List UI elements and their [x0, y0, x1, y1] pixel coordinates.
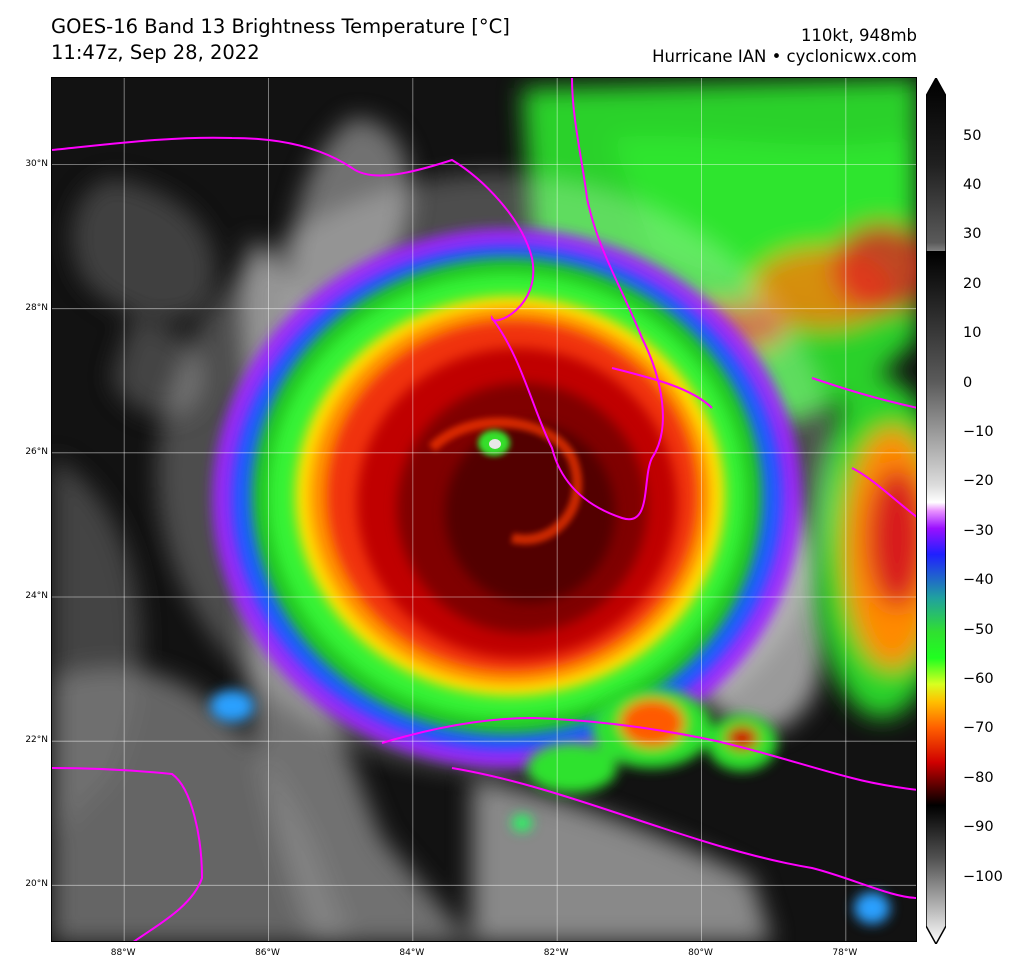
- lon-label: 88°W: [110, 948, 136, 958]
- temperature-colorbar: [926, 78, 946, 944]
- storm-info: 110kt, 948mb Hurricane IAN • cyclonicwx.…: [652, 25, 917, 67]
- lat-label: 28°N: [25, 302, 48, 313]
- colorbar-tick-label: 30: [963, 226, 982, 243]
- hurricane-core: [157, 173, 837, 773]
- colorbar-tick-label: −100: [963, 868, 1003, 885]
- colorbar-tick-label: −70: [963, 720, 994, 737]
- title-line-2: 11:47z, Sep 28, 2022: [51, 41, 260, 64]
- lat-label: 20°N: [25, 879, 48, 890]
- lat-label: 30°N: [25, 158, 48, 169]
- cuba-south-coastline: [451, 767, 916, 899]
- florida-coastline: [52, 78, 664, 521]
- graticule: [52, 78, 916, 941]
- southern-convection: [210, 688, 890, 924]
- lon-label: 84°W: [399, 948, 425, 958]
- lon-label: 80°W: [688, 948, 713, 958]
- yucatan-coastline: [52, 767, 204, 941]
- title-line-1: GOES-16 Band 13 Brightness Temperature […: [51, 15, 510, 38]
- colorbar-tick-label: −90: [963, 819, 994, 836]
- colorbar-gradient: [926, 78, 946, 944]
- cuba-north-coastline: [381, 716, 916, 791]
- coastlines: [52, 78, 916, 941]
- lat-label: 26°N: [25, 446, 48, 457]
- colorbar-tick-label: −60: [963, 670, 994, 687]
- colorbar-tick-label: −80: [963, 769, 994, 786]
- lon-label: 78°W: [832, 948, 858, 958]
- satellite-map[interactable]: [51, 77, 917, 942]
- colorbar-tick-label: 10: [963, 325, 982, 342]
- lat-label: 22°N: [25, 735, 48, 746]
- colorbar-tick-label: −30: [963, 522, 994, 539]
- lat-label: 24°N: [25, 591, 48, 601]
- storm-name-credit: Hurricane IAN • cyclonicwx.com: [652, 47, 917, 66]
- colorbar-tick-label: 20: [963, 275, 982, 292]
- bahamas-outline: [811, 377, 916, 518]
- colorbar-tick-label: 0: [963, 374, 973, 391]
- satellite-imagery: [52, 78, 916, 941]
- colorbar-tick-label: −50: [963, 621, 994, 638]
- colorbar-tick-label: −10: [963, 423, 994, 440]
- map-title: GOES-16 Band 13 Brightness Temperature […: [51, 14, 510, 66]
- storm-intensity: 110kt, 948mb: [800, 26, 917, 45]
- colorbar-tick-label: −20: [963, 473, 994, 490]
- colorbar-tick-label: −40: [963, 572, 994, 589]
- colorbar-tick-label: 50: [963, 127, 982, 144]
- lon-label: 82°W: [543, 948, 569, 958]
- lon-label: 86°W: [255, 948, 280, 958]
- colorbar-tick-label: 40: [963, 176, 982, 193]
- lake-okeechobee: [611, 367, 713, 409]
